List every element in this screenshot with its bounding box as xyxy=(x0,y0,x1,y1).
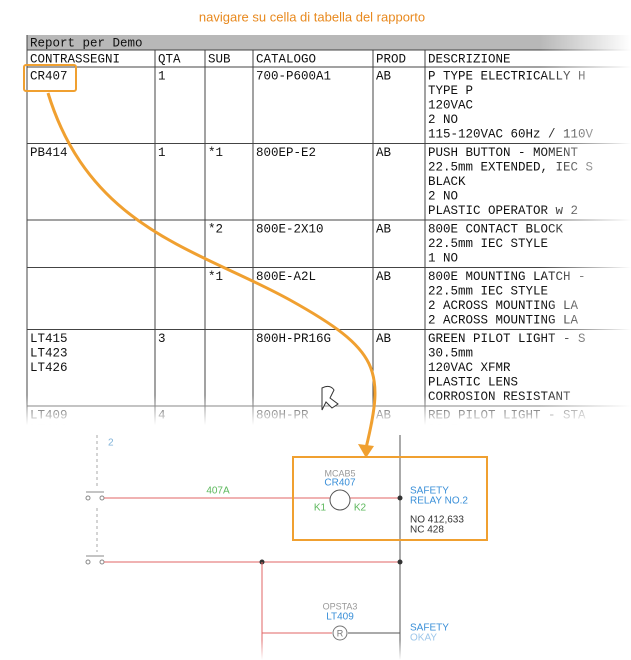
wire-number: 2 xyxy=(108,438,114,449)
cell-highlight xyxy=(23,64,77,92)
contact xyxy=(99,559,105,565)
cell-text: 120VAC XFMR xyxy=(428,361,511,375)
wire-label: 407A xyxy=(206,486,230,497)
cell-text: LT423 xyxy=(30,346,68,360)
cell-text: PB414 xyxy=(30,146,68,160)
cell-text: LT426 xyxy=(30,361,68,375)
cell-text: 22.5mm IEC STYLE xyxy=(428,237,548,251)
cell-text: PLASTIC LENS xyxy=(428,375,518,389)
node xyxy=(397,559,403,565)
contacts-no: NO 412,633 xyxy=(410,515,464,526)
light-symbol: R xyxy=(337,628,344,638)
column-header: QTA xyxy=(158,52,181,66)
light-desc: OKAY xyxy=(410,633,437,644)
title-row xyxy=(27,35,631,50)
cell-text: BLACK xyxy=(428,175,466,189)
cell-text: AB xyxy=(376,222,392,236)
light-tag: LT409 xyxy=(326,612,354,623)
cursor xyxy=(321,385,339,411)
cell-text: 2 NO xyxy=(428,113,458,127)
node xyxy=(397,495,403,501)
relay-coil xyxy=(329,489,351,511)
contact xyxy=(85,559,91,565)
cell-text: 800E-A2L xyxy=(256,270,316,284)
cell-text: 22.5mm IEC STYLE xyxy=(428,284,548,298)
cell-text: 3 xyxy=(158,332,166,346)
cell-text: CR407 xyxy=(30,69,68,83)
contact xyxy=(85,495,91,501)
column-header: PROD xyxy=(376,52,406,66)
cell-text: 1 xyxy=(158,69,166,83)
schematic: 2 407A MCAB5 CR407 K1 K2 SAFETY RELAY NO… xyxy=(0,435,631,660)
table-title: Report per Demo xyxy=(30,36,143,50)
navigation-arrow xyxy=(46,92,377,449)
cell-text: AB xyxy=(376,146,392,160)
cell-text: LT415 xyxy=(30,332,68,346)
cell-text: *1 xyxy=(208,146,223,160)
cell-text: TYPE P xyxy=(428,84,473,98)
contacts-nc: NC 428 xyxy=(410,525,444,536)
caption: navigare su cella di tabella del rapport… xyxy=(199,9,425,24)
cell-text: 120VAC xyxy=(428,98,473,112)
column-header: CONTRASSEGNI xyxy=(30,52,120,66)
relay-desc: RELAY NO.2 xyxy=(410,496,468,507)
cell-text: 30.5mm xyxy=(428,346,473,360)
cell-text: 1 xyxy=(158,146,166,160)
arrow-head xyxy=(358,444,374,458)
light-desc: SAFETY xyxy=(410,623,449,634)
cell-text: 800E-2X10 xyxy=(256,222,324,236)
cell-text: 800EP-E2 xyxy=(256,146,316,160)
cell-text: AB xyxy=(376,69,392,83)
pin-label: K2 xyxy=(354,503,367,514)
relay-location: MCAB5 xyxy=(324,468,355,478)
light-location: OPSTA3 xyxy=(323,601,358,611)
cell-text: 800E CONTACT BLOCK xyxy=(428,222,564,236)
fade-bottom xyxy=(0,395,631,425)
column-header: CATALOGO xyxy=(256,52,316,66)
cell-text: 800H-PR16G xyxy=(256,332,331,346)
cell-text: AB xyxy=(376,332,392,346)
cell-text: *2 xyxy=(208,222,223,236)
column-header: DESCRIZIONE xyxy=(428,52,511,66)
column-header: SUB xyxy=(208,52,231,66)
relay-desc: SAFETY xyxy=(410,486,449,497)
cell-text: 700-P600A1 xyxy=(256,69,331,83)
contact xyxy=(99,495,105,501)
relay-tag: CR407 xyxy=(324,478,356,489)
fade-bottom xyxy=(0,640,631,660)
cell-text: AB xyxy=(376,270,392,284)
target-highlight xyxy=(292,456,488,541)
fade-right xyxy=(540,30,631,425)
cell-text: *1 xyxy=(208,270,223,284)
pin-label: K1 xyxy=(314,503,327,514)
cell-text: 2 NO xyxy=(428,189,458,203)
cell-text: 1 NO xyxy=(428,251,458,265)
